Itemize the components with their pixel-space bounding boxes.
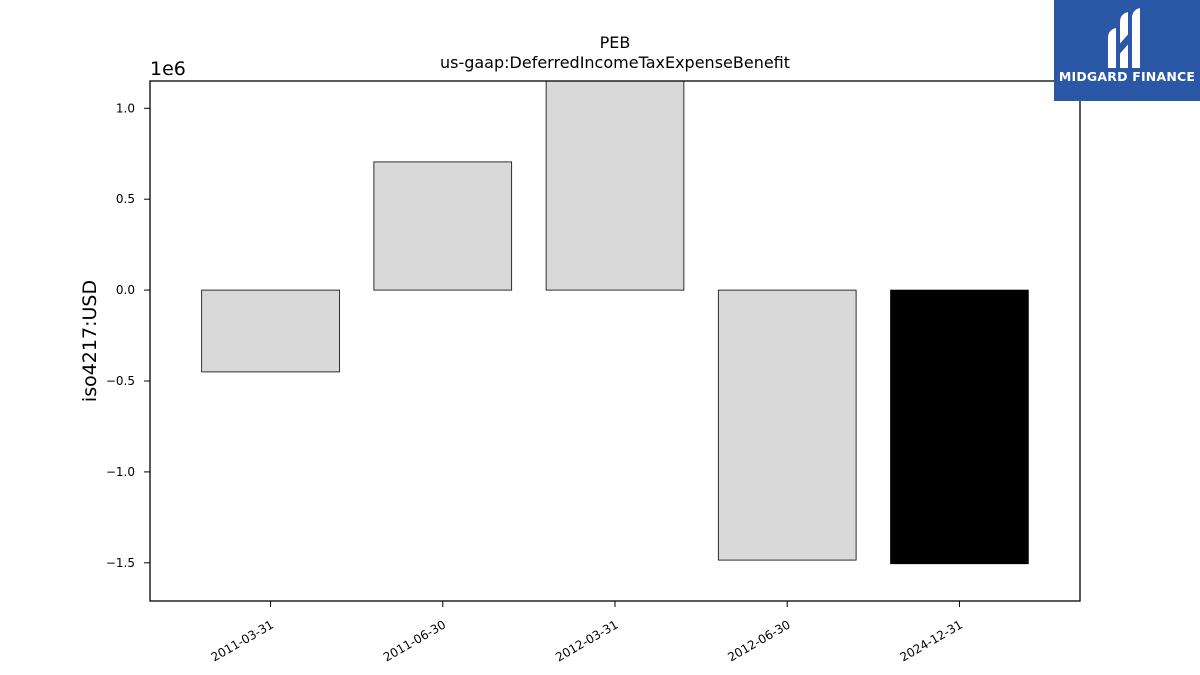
x-tick-label: 2024-12-31 (898, 617, 965, 664)
bar-2012-03-31 (545, 80, 685, 291)
x-ticks-group: 2011-03-31 2011-06-30 2012-03-31 2012-06-30… (209, 601, 965, 664)
y-offset-label: 1e6 (150, 58, 186, 80)
bars-group (201, 80, 1029, 565)
chart-subtitle: us-gaap:DeferredIncomeTaxExpenseBenefit (440, 53, 790, 72)
x-tick-label: 2012-06-30 (725, 617, 792, 664)
plot-frame (149, 80, 1081, 602)
bar-2024-12-31 (890, 289, 1029, 565)
x-tick-label: 2012-03-31 (553, 617, 620, 664)
midgard-finance-logo: MIDGARD FINANCE (1054, 0, 1200, 101)
y-axis-label: iso4217:USD (79, 280, 101, 402)
bar-2012-06-30 (717, 289, 857, 561)
y-ticks-group: 1.0 0.5 0.0 −0.5 −1.0 −1.5 (106, 101, 150, 570)
chart-title: PEB (600, 33, 631, 52)
x-tick-label: 2011-03-31 (209, 617, 276, 664)
bar-2011-06-30 (373, 161, 513, 291)
midgard-mark-icon (1108, 8, 1140, 68)
y-tick-label: −0.5 (106, 374, 135, 388)
y-tick-label: 0.0 (116, 283, 135, 297)
y-tick-label: −1.5 (106, 556, 135, 570)
y-tick-label: 0.5 (116, 192, 135, 206)
logo-text: MIDGARD FINANCE (1058, 69, 1196, 84)
bar-2011-03-31 (201, 289, 340, 373)
y-tick-label: −1.0 (106, 465, 135, 479)
y-tick-label: 1.0 (116, 101, 135, 115)
x-tick-label: 2011-06-30 (381, 617, 448, 664)
